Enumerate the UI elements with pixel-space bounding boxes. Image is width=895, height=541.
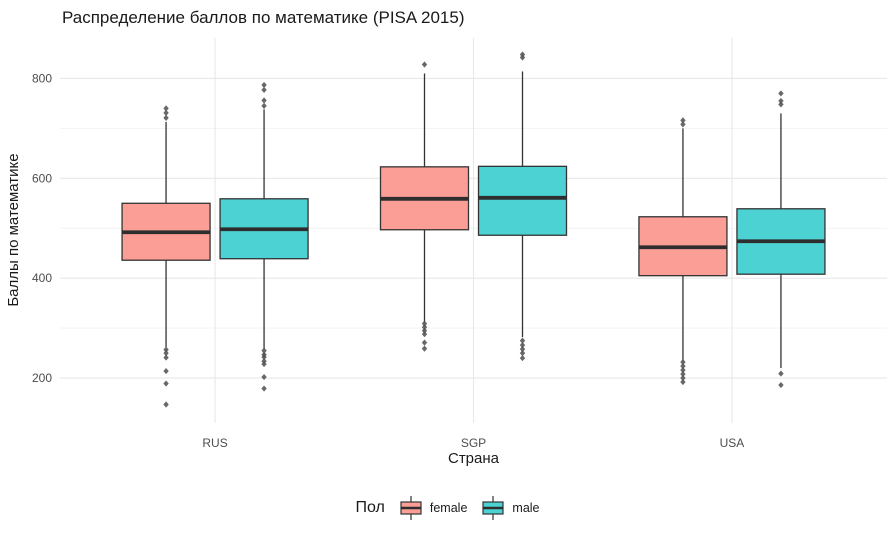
- legend-key-boxplot-icon: [400, 496, 422, 520]
- outlier-point-usa-female: [680, 117, 686, 124]
- x-tick-label: SGP: [461, 436, 486, 450]
- outlier-point-rus-female: [163, 367, 169, 375]
- legend-label: male: [512, 501, 540, 515]
- outlier-point-rus-female: [163, 346, 169, 353]
- outlier-point-sgp-female: [421, 61, 428, 68]
- outlier-point-sgp-male: [519, 354, 526, 362]
- outlier-point-sgp-female: [421, 339, 428, 346]
- legend-entry-female: female: [399, 495, 468, 521]
- outlier-point-sgp-male: [519, 337, 526, 344]
- outlier-point-sgp-female: [421, 324, 428, 331]
- outlier-point-rus-female: [163, 380, 169, 387]
- outlier-point-sgp-female: [421, 331, 428, 338]
- outlier-point-usa-female: [680, 366, 686, 374]
- x-tick-label: RUS: [202, 436, 227, 450]
- outlier-point-rus-male: [261, 360, 267, 368]
- outlier-point-usa-female: [680, 378, 686, 386]
- legend: Пол female male: [0, 492, 895, 524]
- outlier-point-usa-female: [680, 370, 686, 378]
- outlier-point-rus-male: [261, 86, 267, 94]
- outlier-point-rus-male: [261, 353, 267, 361]
- outlier-point-rus-male: [261, 373, 267, 381]
- outlier-point-usa-female: [680, 374, 686, 382]
- outlier-point-rus-male: [261, 385, 267, 392]
- outlier-point-sgp-female: [421, 345, 428, 352]
- outlier-point-rus-female: [163, 114, 169, 121]
- outlier-point-rus-female: [163, 401, 169, 408]
- outlier-point-sgp-female: [421, 320, 428, 327]
- outlier-point-rus-female: [163, 354, 169, 361]
- y-tick-label: 400: [32, 271, 52, 285]
- x-axis-title: Страна: [447, 450, 499, 467]
- outlier-point-sgp-male: [519, 345, 526, 353]
- outlier-point-usa-male: [778, 101, 784, 108]
- legend-label: female: [429, 501, 468, 515]
- outlier-point-usa-male: [778, 97, 784, 105]
- chart-title: Распределение баллов по математике (PISA…: [62, 8, 465, 27]
- outlier-point-rus-male: [261, 81, 267, 89]
- legend-entry-male: male: [481, 495, 540, 521]
- outlier-point-sgp-female: [421, 327, 428, 334]
- outlier-point-usa-female: [680, 362, 686, 370]
- outlier-point-rus-male: [261, 97, 267, 104]
- y-tick-label: 200: [32, 371, 52, 385]
- outlier-point-rus-male: [261, 102, 267, 110]
- outlier-point-usa-male: [778, 90, 784, 97]
- legend-title: Пол: [355, 499, 385, 516]
- y-tick-label: 600: [32, 171, 52, 185]
- legend-key-boxplot-icon: [482, 496, 505, 520]
- x-tick-label: USA: [720, 436, 745, 450]
- outlier-point-rus-female: [163, 109, 169, 117]
- outlier-point-rus-female: [163, 349, 169, 357]
- outlier-point-usa-male: [778, 381, 784, 389]
- outlier-point-rus-female: [163, 105, 169, 112]
- outlier-point-usa-female: [680, 121, 686, 128]
- outlier-point-sgp-male: [519, 349, 526, 357]
- outlier-point-sgp-male: [519, 342, 526, 349]
- outlier-point-rus-male: [261, 347, 267, 354]
- outlier-point-sgp-male: [519, 54, 526, 61]
- y-tick-label: 800: [32, 71, 52, 85]
- box-sgp-male: [477, 165, 568, 236]
- outlier-point-usa-male: [778, 370, 784, 377]
- outlier-point-usa-female: [680, 358, 686, 366]
